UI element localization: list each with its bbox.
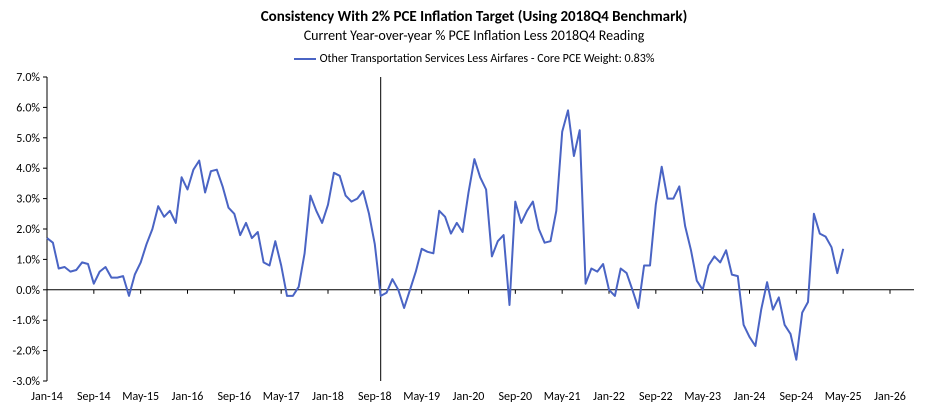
x-tick-label: Jan-20 [453, 390, 485, 404]
x-tick-label: Sep-14 [77, 390, 111, 404]
x-tick-label: Sep-20 [499, 390, 533, 404]
x-tick-label: Sep-16 [218, 390, 252, 404]
y-tick-label: -2.0% [13, 345, 41, 359]
legend-label: Other Transportation Services Less Airfa… [319, 52, 655, 66]
chart-legend: Other Transportation Services Less Airfa… [0, 52, 948, 66]
x-tick-label: Jan-18 [312, 390, 344, 404]
x-tick-label: May-25 [825, 390, 862, 404]
x-tick-label: Sep-22 [639, 390, 673, 404]
x-tick-label: Jan-14 [31, 390, 63, 404]
y-tick-label: 1.0% [16, 253, 40, 267]
chart-subtitle: Current Year-over-year % PCE Inflation L… [303, 27, 645, 44]
x-tick-label: May-23 [684, 390, 721, 404]
y-tick-label: 6.0% [16, 101, 40, 115]
x-tick-label: Jan-24 [734, 390, 766, 404]
y-tick-label: 7.0% [16, 71, 40, 85]
x-tick-label: May-19 [403, 390, 440, 404]
legend-swatch [293, 58, 316, 61]
x-tick-label: May-17 [263, 390, 300, 404]
y-tick-label: 4.0% [16, 162, 40, 176]
y-tick-label: 2.0% [16, 223, 40, 237]
x-tick-label: Sep-18 [358, 390, 392, 404]
x-tick-label: Sep-24 [780, 390, 814, 404]
y-tick-label: 5.0% [16, 132, 40, 146]
x-tick-label: May-21 [544, 390, 581, 404]
x-tick-label: May-15 [122, 390, 159, 404]
x-tick-label: Jan-16 [172, 390, 204, 404]
y-tick-label: -3.0% [13, 375, 41, 389]
series-line-0 [46, 109, 845, 361]
x-tick-label: Jan-22 [593, 390, 625, 404]
chart-title: Consistency With 2% PCE Inflation Target… [260, 8, 688, 26]
y-tick-label: -1.0% [13, 314, 41, 328]
y-tick-label: 3.0% [16, 193, 40, 207]
y-tick-label: 0.0% [16, 284, 40, 298]
x-tick-label: Jan-26 [874, 390, 906, 404]
